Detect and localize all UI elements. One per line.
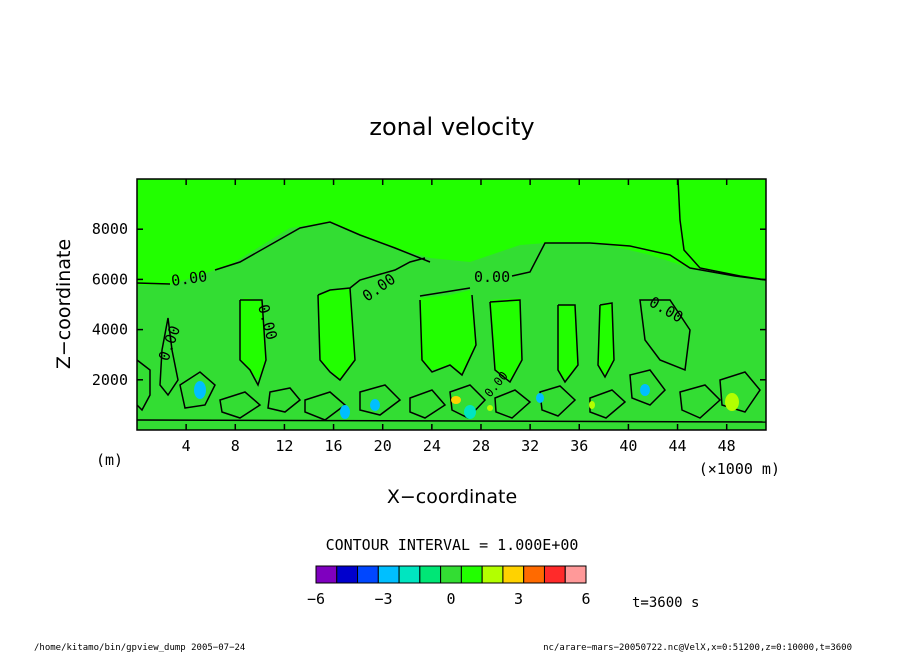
colorbar-tick-label: −6 bbox=[307, 590, 325, 608]
y-axis: 2000 4000 6000 8000 bbox=[92, 220, 766, 389]
upper-region bbox=[318, 288, 355, 380]
blob bbox=[725, 393, 739, 411]
x-tick-label: 12 bbox=[275, 437, 293, 455]
blob bbox=[340, 405, 350, 419]
upper-region bbox=[598, 303, 614, 375]
x-tick-label: 44 bbox=[669, 437, 687, 455]
contour-interval: CONTOUR INTERVAL = 1.000E+00 bbox=[326, 536, 579, 554]
x-tick-label: 36 bbox=[570, 437, 588, 455]
upper-region bbox=[490, 298, 522, 380]
y-tick-label: 2000 bbox=[92, 371, 128, 389]
time-label: t=3600 s bbox=[632, 595, 699, 611]
colorbar-swatch bbox=[502, 565, 525, 584]
x-unit-right: (×1000 m) bbox=[699, 460, 780, 478]
contour-lines bbox=[137, 179, 766, 423]
x-tick-label: 40 bbox=[619, 437, 637, 455]
blob bbox=[194, 381, 206, 399]
colorbar-swatch bbox=[398, 565, 421, 584]
x-tick-label: 20 bbox=[374, 437, 392, 455]
x-tick-label: 16 bbox=[325, 437, 343, 455]
y-tick-label: 8000 bbox=[92, 220, 128, 238]
upper-region bbox=[558, 305, 578, 380]
colorbar-swatch bbox=[440, 565, 462, 584]
colorbar-swatch bbox=[336, 565, 359, 584]
colorbar-swatch bbox=[419, 565, 442, 584]
colorbar-swatch bbox=[523, 565, 545, 584]
y-tick-label: 6000 bbox=[92, 270, 128, 288]
contour-label: 0.00 bbox=[474, 268, 510, 286]
upper-region bbox=[240, 298, 266, 380]
colorbar-swatch bbox=[357, 565, 379, 584]
upper-region bbox=[420, 290, 476, 375]
x-unit-left: (m) bbox=[96, 451, 123, 469]
contour-field: 0.00 0.00 0.00 0.00 0.00 0.00 0.00 bbox=[137, 179, 766, 430]
plot-frame bbox=[136, 178, 767, 431]
y-tick-label: 4000 bbox=[92, 321, 128, 339]
x-tick-label: 32 bbox=[521, 437, 539, 455]
x-tick-label: 28 bbox=[472, 437, 490, 455]
blob bbox=[464, 405, 476, 419]
colorbar-swatch bbox=[543, 565, 566, 584]
x-tick-label: 4 bbox=[182, 437, 191, 455]
colorbar bbox=[315, 565, 587, 584]
y-axis-label: Z−coordinate bbox=[53, 239, 75, 369]
x-axis: 4 8 12 16 20 24 28 32 36 40 44 48 bbox=[182, 179, 736, 455]
colorbar-swatch bbox=[460, 565, 483, 584]
blob bbox=[589, 401, 595, 409]
colorbar-swatch bbox=[315, 565, 338, 584]
colorbar-ticks: −6 −3 0 3 6 bbox=[307, 590, 591, 608]
colorbar-tick-label: 6 bbox=[581, 590, 590, 608]
colorbar-swatch bbox=[564, 565, 587, 584]
chart-title: zonal velocity bbox=[369, 113, 534, 141]
x-axis-label: X−coordinate bbox=[387, 486, 517, 508]
blob bbox=[536, 393, 544, 403]
blob bbox=[370, 399, 380, 411]
x-tick-label: 48 bbox=[718, 437, 736, 455]
colorbar-tick-label: −3 bbox=[374, 590, 392, 608]
colored-blobs bbox=[194, 381, 739, 419]
colorbar-swatch bbox=[377, 565, 400, 584]
blob bbox=[487, 405, 493, 411]
x-tick-label: 8 bbox=[231, 437, 240, 455]
x-tick-label: 24 bbox=[423, 437, 441, 455]
footer-left: /home/kitamo/bin/gpview_dump 2005−07−24 bbox=[34, 643, 245, 653]
colorbar-tick-label: 0 bbox=[446, 590, 455, 608]
footer-right: nc/arare−mars−20050722.nc@VelX,x=0:51200… bbox=[543, 643, 852, 653]
contour-label: 0.00 bbox=[170, 267, 208, 290]
colorbar-tick-label: 3 bbox=[514, 590, 523, 608]
colorbar-swatch bbox=[481, 565, 504, 584]
blob bbox=[451, 396, 461, 404]
blob bbox=[640, 384, 650, 396]
